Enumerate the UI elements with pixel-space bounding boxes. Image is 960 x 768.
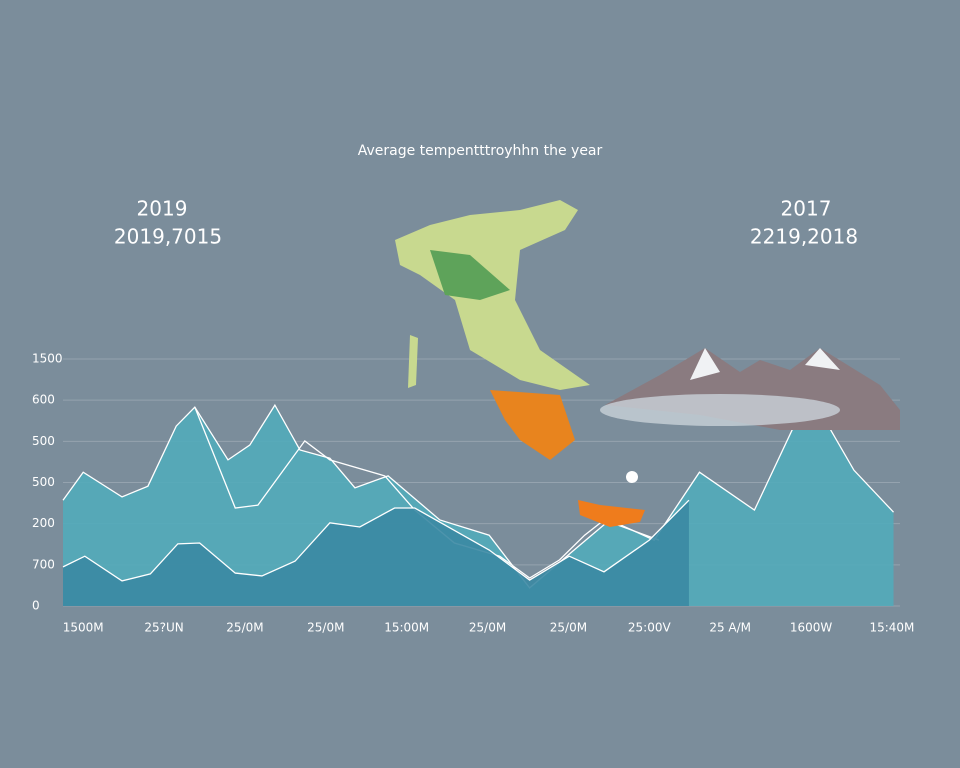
x-tick-label: 1500M [63,621,104,635]
x-tick-label: 25/0M [550,621,587,635]
autumn-region [490,390,575,460]
x-tick-label: 15:00M [384,621,429,635]
area [63,500,689,606]
y-tick-label: 1500 [32,352,63,366]
annotation: 2017 [781,197,832,221]
y-tick-label: 200 [32,516,55,530]
snow [690,348,840,380]
x-tick-label: 15:40M [869,621,914,635]
island [408,335,418,388]
y-tick-label: 500 [32,475,55,489]
mist [600,394,840,426]
y-tick-label: 500 [32,434,55,448]
x-tick-label: 25 A/M [709,621,751,635]
x-tick-label: 25:00V [628,621,672,635]
x-tick-label: 25?UN [144,621,183,635]
x-tick-label: 25/0M [469,621,506,635]
y-tick-label: 700 [32,557,55,571]
y-tick-label: 600 [32,393,55,407]
x-tick-label: 25/0M [226,621,263,635]
annotation: 2019 [137,197,188,221]
area-outline [62,391,895,589]
illustration [395,200,900,527]
annotation: 2019,7015 [114,225,222,249]
area-outline [62,499,690,582]
chart-title: Average tempentttroyhhn the year [358,143,603,159]
y-tick-label: 0 [32,599,40,613]
x-tick-label: 1600W [790,621,833,635]
island [578,500,645,527]
ball [626,471,638,483]
forest [430,250,510,300]
annotation: 2219,2018 [750,225,858,249]
x-tick-label: 25/0M [307,621,344,635]
